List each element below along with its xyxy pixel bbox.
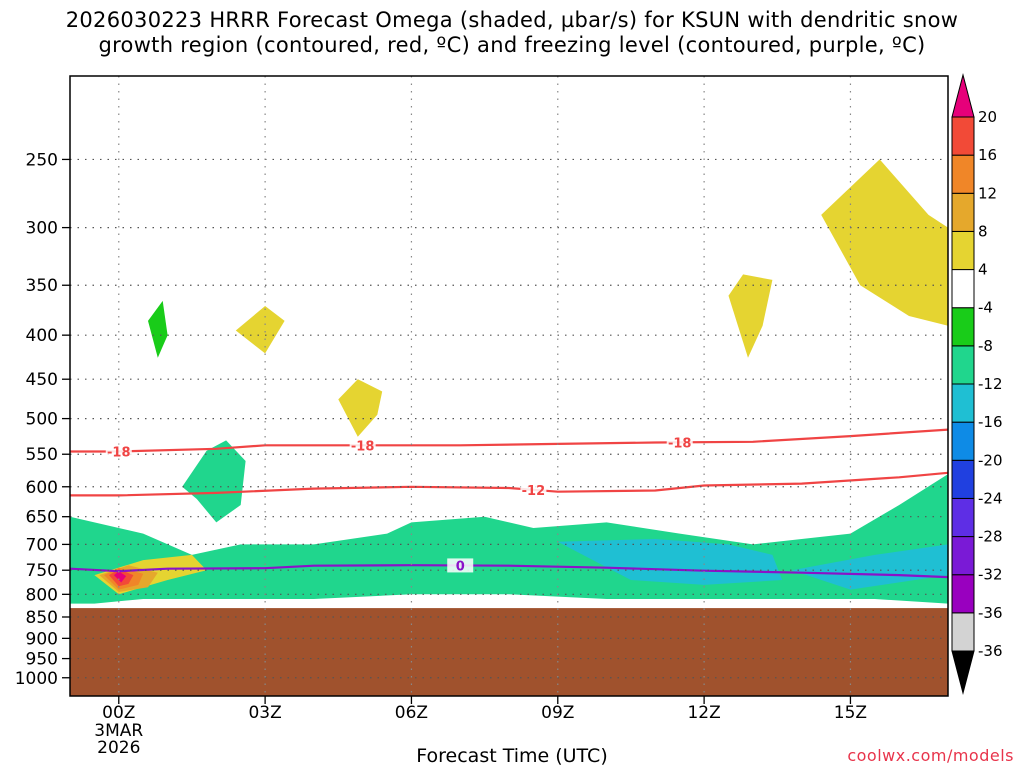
colorbar-label-bottom: -36 bbox=[978, 642, 1003, 660]
x-axis-label: Forecast Time (UTC) bbox=[416, 745, 608, 767]
colorbar-label-12: -32 bbox=[978, 566, 1003, 584]
contour-label-bg-0-2 bbox=[666, 435, 693, 450]
contour-label-0-0: -18 bbox=[107, 446, 131, 461]
contour-label-bg-2-0 bbox=[447, 558, 474, 573]
colorbar-label-7: -12 bbox=[978, 375, 1003, 393]
colorbar-box-8 bbox=[951, 307, 975, 347]
contour-label-1-0: -12 bbox=[522, 484, 546, 499]
y-tick-label-350: 350 bbox=[26, 276, 58, 296]
colorbar-label-0: 20 bbox=[978, 108, 997, 126]
colorbar-box-12 bbox=[951, 154, 975, 194]
colorbar-box-0 bbox=[951, 612, 975, 652]
chart-title: 2026030223 HRRR Forecast Omega (shaded, … bbox=[0, 8, 1024, 58]
omega-region-4-7 bbox=[235, 306, 285, 354]
colorbar-label-10: -24 bbox=[978, 489, 1003, 507]
y-tick-label-450: 450 bbox=[26, 370, 58, 390]
y-tick-label-550: 550 bbox=[26, 445, 58, 465]
colorbar-label-3: 8 bbox=[978, 222, 988, 240]
terrain-below-ground bbox=[70, 608, 948, 696]
colorbar-box-7 bbox=[951, 345, 975, 385]
chart-title-line-1: 2026030223 HRRR Forecast Omega (shaded, … bbox=[65, 8, 959, 32]
y-tick-label-700: 700 bbox=[26, 535, 58, 555]
x-tick-label-06Z: 06Z bbox=[395, 703, 428, 723]
y-tick-label-500: 500 bbox=[26, 410, 58, 430]
colorbar-label-13: -36 bbox=[978, 604, 1003, 622]
colorbar-label-4: 4 bbox=[978, 261, 988, 279]
grid bbox=[70, 76, 948, 696]
colorbar-label-1: 16 bbox=[978, 146, 997, 164]
colorbar-box-6 bbox=[951, 383, 975, 423]
colorbar-box-10 bbox=[951, 230, 975, 271]
colorbar-box-13 bbox=[951, 116, 975, 156]
contour-line-0 bbox=[70, 428, 948, 453]
omega-region-neg8-1 bbox=[182, 440, 246, 523]
omega-region-neg4-2 bbox=[148, 300, 168, 358]
x-tick-label-09Z: 09Z bbox=[541, 703, 574, 723]
chart-title-line-2: growth region (contoured, red, ºC) and f… bbox=[98, 33, 926, 57]
colorbar-box-4 bbox=[951, 459, 975, 499]
x-tick-year: 2026 bbox=[97, 738, 140, 758]
x-tick-label-03Z: 03Z bbox=[248, 703, 281, 723]
colorbar: 20 16 12 8 4 -4 -8 -12 -16 -20 -24 -28 -32 -36 -36 bbox=[951, 73, 1003, 695]
colorbar-box-9 bbox=[951, 269, 975, 309]
y-tick-label-800: 800 bbox=[26, 585, 58, 605]
y-tick-label-600: 600 bbox=[26, 478, 58, 498]
shading-layer bbox=[70, 159, 948, 696]
x-tick-label-00Z: 00Z bbox=[102, 703, 135, 723]
y-tick-label-900: 900 bbox=[26, 629, 58, 649]
contour-label-bg-1-0 bbox=[520, 482, 547, 497]
colorbar-label-9: -20 bbox=[978, 451, 1003, 469]
y-tick-label-400: 400 bbox=[26, 326, 58, 346]
contour-label-bg-0-1 bbox=[349, 438, 376, 453]
omega-region-20-13 bbox=[113, 571, 127, 583]
colorbar-label-8: -16 bbox=[978, 413, 1003, 431]
colorbar-box-11 bbox=[951, 192, 975, 232]
y-tick-label-1000: 1000 bbox=[15, 669, 58, 689]
y-tick-label-650: 650 bbox=[26, 508, 58, 528]
colorbar-box-3 bbox=[951, 497, 975, 538]
y-tick-label-750: 750 bbox=[26, 561, 58, 581]
contour-label-bg-0-0 bbox=[105, 444, 132, 459]
colorbar-label-5: -4 bbox=[978, 299, 993, 317]
contour-label-0-1: -18 bbox=[351, 439, 375, 454]
colorbar-over-triangle bbox=[951, 73, 975, 118]
y-tick-label-950: 950 bbox=[26, 650, 58, 670]
omega-region-4-5 bbox=[821, 159, 948, 326]
colorbar-label-11: -28 bbox=[978, 528, 1003, 546]
y-tick-label-250: 250 bbox=[26, 150, 58, 170]
colorbar-label-6: -8 bbox=[978, 337, 993, 355]
colorbar-label-2: 12 bbox=[978, 184, 997, 202]
colorbar-box-1 bbox=[951, 574, 975, 614]
omega-region-neg12-3 bbox=[557, 539, 783, 585]
y-tick-label-850: 850 bbox=[26, 608, 58, 628]
plot-area: -18 -18 -18 -12 0 250 300 350 400 450 500 550 600 650… bbox=[15, 75, 949, 758]
x-tick-label-12Z: 12Z bbox=[687, 703, 720, 723]
omega-region-neg12-4 bbox=[791, 544, 948, 590]
colorbar-box-5 bbox=[951, 421, 975, 461]
x-tick-date: 3MAR bbox=[94, 721, 143, 741]
plot-frame bbox=[69, 75, 949, 697]
x-tick-label-15Z: 15Z bbox=[834, 703, 867, 723]
colorbar-box-2 bbox=[951, 536, 975, 576]
credit-link[interactable]: coolwx.com/models bbox=[847, 746, 1014, 765]
contour-label-0-2: -18 bbox=[668, 436, 692, 451]
omega-region-4-8 bbox=[338, 379, 383, 437]
contour-label-2-0: 0 bbox=[456, 559, 465, 574]
omega-region-4-6 bbox=[728, 274, 773, 358]
y-tick-label-300: 300 bbox=[26, 219, 58, 239]
colorbar-under-triangle bbox=[951, 650, 975, 695]
